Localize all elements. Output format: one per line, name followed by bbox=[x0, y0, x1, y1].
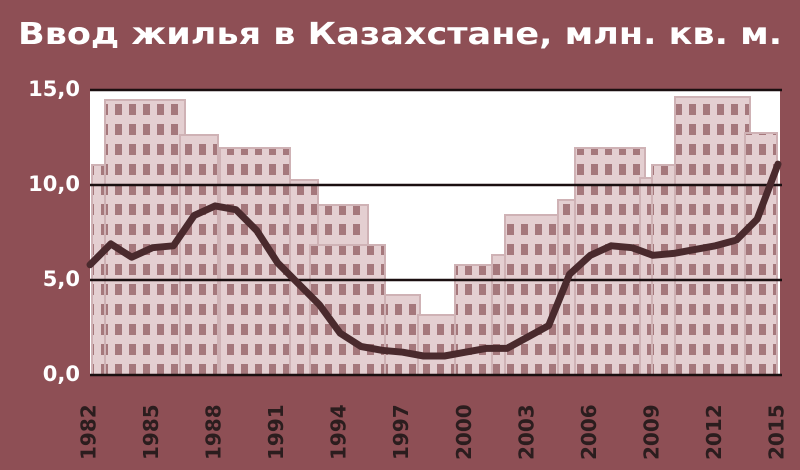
line bbox=[86, 160, 782, 360]
x-tick-label: 1994 bbox=[327, 404, 351, 460]
x-tick-label: 2006 bbox=[577, 404, 601, 460]
y-tick-label: 15,0 bbox=[28, 77, 80, 101]
y-tick-label: 0,0 bbox=[43, 362, 80, 386]
x-tick-label: 1985 bbox=[139, 404, 163, 460]
x-tick-label: 1991 bbox=[264, 404, 288, 460]
x-tick-label: 2015 bbox=[765, 404, 789, 460]
x-tick-label: 2000 bbox=[452, 404, 476, 460]
chart-title: Ввод жилья в Казахстане, млн. кв. м. bbox=[18, 17, 782, 52]
y-tick-label: 5,0 bbox=[43, 267, 80, 291]
x-tick-label: 1988 bbox=[202, 404, 226, 460]
x-tick-label: 2012 bbox=[702, 404, 726, 460]
building-illustration bbox=[91, 96, 778, 376]
y-tick-label: 10,0 bbox=[28, 172, 80, 196]
x-tick-label: 1982 bbox=[77, 404, 101, 460]
x-tick-label: 2009 bbox=[639, 404, 663, 460]
x-tick-label: 1997 bbox=[389, 404, 413, 460]
x-tick-label: 2003 bbox=[514, 404, 538, 460]
